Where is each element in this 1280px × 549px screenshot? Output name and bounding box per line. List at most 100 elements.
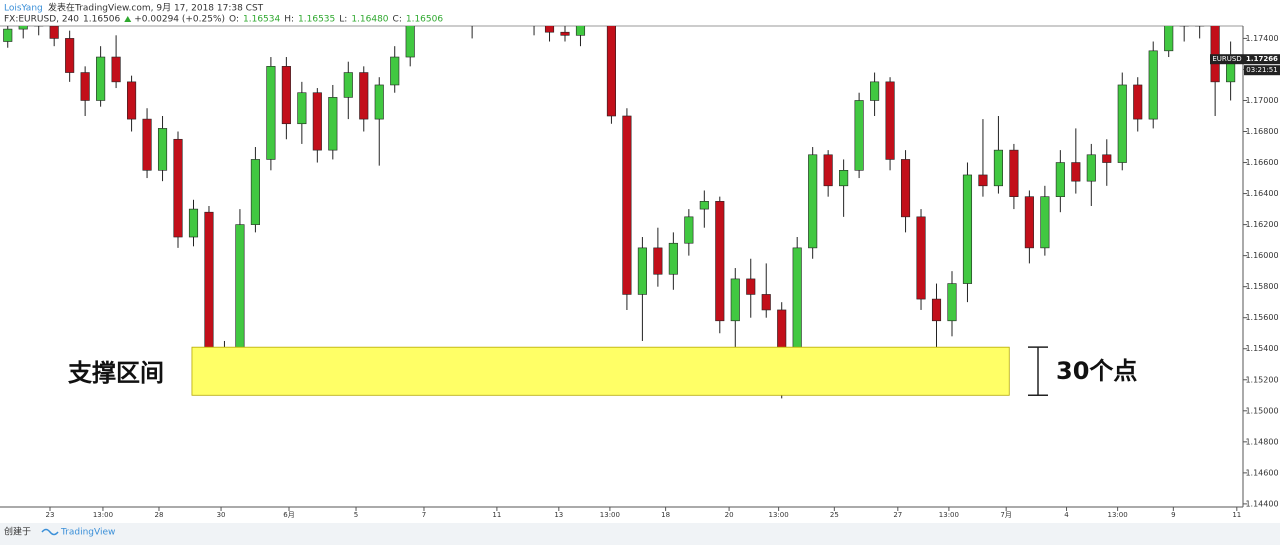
header-field: 1.16506 bbox=[83, 15, 120, 25]
x-tick-label: 6月 bbox=[283, 511, 294, 519]
candle-body bbox=[483, 0, 492, 20]
y-tick-label: 1.14800 bbox=[1245, 437, 1278, 446]
candle-body bbox=[1179, 26, 1189, 27]
candle-body bbox=[684, 216, 694, 244]
x-tick-label: 4 bbox=[1064, 511, 1069, 519]
candle-body bbox=[1055, 162, 1065, 197]
header-field: +0.00294 (+0.25%) bbox=[134, 15, 225, 25]
candle-body bbox=[530, 7, 539, 23]
header-field: C: bbox=[393, 15, 402, 25]
candle-body bbox=[637, 247, 647, 295]
candle-body bbox=[297, 92, 307, 125]
candle-body bbox=[622, 115, 632, 295]
candle-body bbox=[18, 26, 28, 30]
candle-body bbox=[468, 10, 477, 19]
author: LoisYang bbox=[4, 4, 43, 14]
candle-body bbox=[1133, 84, 1143, 120]
candle-body bbox=[993, 149, 1003, 187]
candle-body bbox=[978, 174, 988, 187]
header-field: 1.16506 bbox=[406, 15, 443, 25]
support-zone bbox=[191, 346, 1010, 396]
y-tick-label: 1.16800 bbox=[1245, 127, 1278, 136]
header-field: 1.16534 bbox=[243, 15, 280, 25]
candle-body bbox=[823, 154, 833, 187]
tv-logo bbox=[41, 528, 59, 536]
header-field: 1.16535 bbox=[298, 15, 335, 25]
candle-body bbox=[312, 92, 322, 151]
y-tick-label: 1.16600 bbox=[1245, 158, 1278, 167]
header-field: O: bbox=[229, 15, 239, 25]
candle-body bbox=[575, 26, 586, 36]
x-tick-label: 7 bbox=[422, 511, 426, 519]
countdown-tag bbox=[1244, 65, 1280, 76]
price-tag bbox=[1244, 54, 1280, 65]
candle-body bbox=[173, 138, 183, 238]
candle-body bbox=[1102, 154, 1112, 163]
footer-brand: TradingView bbox=[60, 528, 115, 538]
candle-body bbox=[931, 298, 942, 322]
last-price-label: 1.17266 bbox=[1246, 55, 1278, 63]
x-tick-label: 25 bbox=[830, 511, 839, 519]
x-tick-label: 7月 bbox=[1000, 511, 1011, 519]
x-tick-label: 20 bbox=[725, 511, 734, 519]
candle-body bbox=[405, 26, 415, 58]
candle-body bbox=[328, 97, 338, 151]
x-tick-label: 13 bbox=[554, 511, 563, 519]
candle-body bbox=[1148, 50, 1158, 120]
x-tick-label: 11 bbox=[492, 511, 501, 519]
up-arrow bbox=[124, 16, 132, 22]
x-tick-label: 27 bbox=[893, 511, 902, 519]
footer-bg bbox=[0, 523, 1280, 545]
x-tick-label: 23 bbox=[46, 511, 55, 519]
range-label: 30个点 bbox=[1056, 357, 1137, 385]
y-tick-label: 1.16000 bbox=[1245, 251, 1278, 260]
y-tick-label: 1.16200 bbox=[1245, 220, 1278, 229]
candle-body bbox=[96, 56, 106, 101]
candle-body bbox=[1210, 26, 1220, 83]
x-tick-label: 11 bbox=[1232, 511, 1241, 519]
candle-body bbox=[653, 247, 663, 275]
candle-body bbox=[3, 28, 13, 42]
candle-body bbox=[188, 208, 199, 238]
candle-body bbox=[80, 72, 90, 101]
candle-body bbox=[1117, 84, 1127, 163]
x-tick-label: 5 bbox=[354, 511, 358, 519]
candle-body bbox=[900, 159, 911, 218]
candle-body bbox=[715, 201, 725, 322]
countdown-label: 03:21:51 bbox=[1246, 66, 1277, 74]
y-tick-label: 1.15000 bbox=[1245, 406, 1278, 415]
header-line2: FX:EURUSD, 240 1.16506 +0.00294 (+0.25%) O:… bbox=[4, 15, 443, 25]
symbol-tag bbox=[1210, 54, 1244, 65]
y-tick-label: 1.15600 bbox=[1245, 313, 1278, 322]
y-tick-label: 1.17000 bbox=[1245, 96, 1278, 105]
candle-body bbox=[1009, 149, 1019, 197]
candle-body bbox=[1024, 196, 1034, 249]
candle-body bbox=[157, 128, 168, 171]
candle-body bbox=[1040, 196, 1050, 249]
candle-body bbox=[885, 81, 895, 160]
zone-label: 支撑区间 bbox=[68, 359, 164, 387]
y-tick-label: 1.14400 bbox=[1245, 499, 1278, 508]
y-tick-label: 1.15400 bbox=[1245, 344, 1278, 353]
candle-body bbox=[281, 66, 291, 125]
candle-body bbox=[142, 118, 152, 171]
candle-body bbox=[1195, 26, 1205, 27]
candle-body bbox=[668, 242, 678, 275]
footer-created: 创建于 bbox=[4, 526, 31, 538]
candle-body bbox=[592, 4, 601, 15]
candle-body bbox=[916, 216, 926, 300]
header-field: L: bbox=[339, 15, 347, 25]
x-tick-label: 28 bbox=[155, 511, 164, 519]
published: 发表在TradingView.com, 9月 17, 2018 17:38 CS… bbox=[48, 2, 264, 14]
candle-body bbox=[947, 283, 957, 322]
candle-body bbox=[390, 56, 400, 86]
y-tick-label: 1.15800 bbox=[1245, 282, 1278, 291]
symbol-label: EURUSD bbox=[1212, 55, 1241, 63]
y-tick-label: 1.17400 bbox=[1245, 34, 1278, 43]
x-tick-label: 13:00 bbox=[769, 511, 789, 519]
candle-body bbox=[266, 66, 276, 160]
x-tick-label: 30 bbox=[217, 511, 226, 519]
candle-body bbox=[808, 154, 818, 249]
candle-body bbox=[127, 81, 137, 120]
candle-body bbox=[746, 278, 756, 295]
